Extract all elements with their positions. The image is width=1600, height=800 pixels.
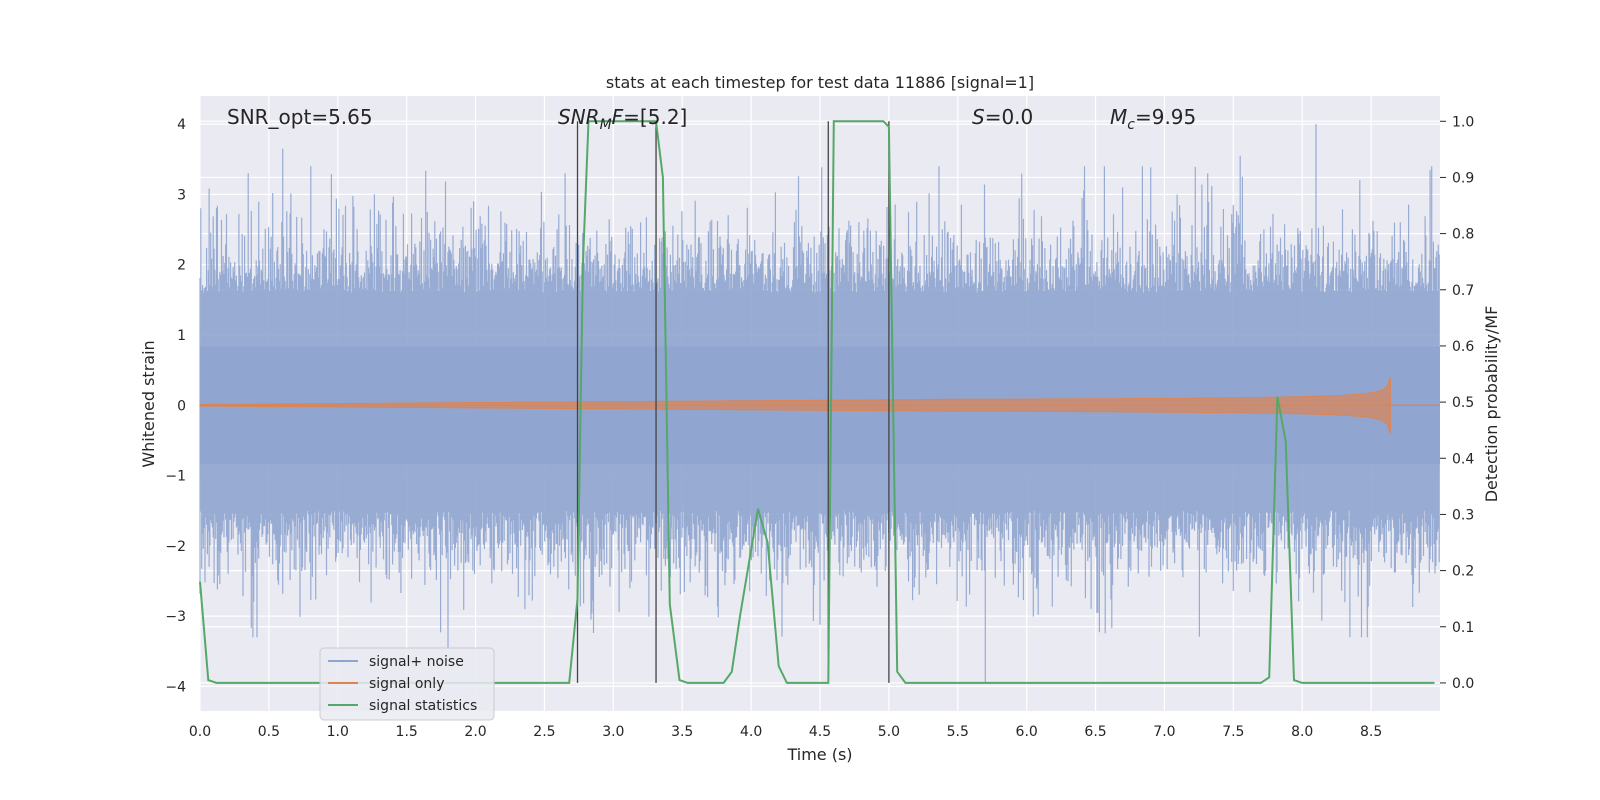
- x-tick-label: 6.5: [1084, 724, 1106, 740]
- legend: signal+ noise signal only signal statist…: [319, 647, 495, 721]
- y-tick-label: 1: [177, 328, 186, 344]
- y-tick-label: −4: [165, 679, 186, 695]
- annotation-s: S=0.0: [972, 105, 1033, 129]
- y-right-tick-label: 0.6: [1452, 339, 1474, 355]
- x-tick-label: 4.0: [740, 724, 762, 740]
- x-tick-label: 7.0: [1153, 724, 1175, 740]
- annotation-mc: Mc=9.95: [1110, 105, 1196, 133]
- y-tick-label: 0: [177, 398, 186, 414]
- legend-label-signal-only: signal only: [369, 676, 444, 692]
- statistics-line: [199, 120, 1435, 684]
- x-tick-label: 0.0: [189, 724, 211, 740]
- y-tick-label: −3: [165, 609, 186, 625]
- x-tick-label: 1.0: [327, 724, 349, 740]
- y-axis-title: Whitened strain: [139, 340, 158, 467]
- x-tick-label: 7.5: [1222, 724, 1244, 740]
- y-tick-label: 2: [177, 258, 186, 274]
- x-tick-label: 2.0: [464, 724, 486, 740]
- y-right-tick-label: 0.2: [1452, 564, 1474, 580]
- y-right-tick-label: 0.4: [1452, 451, 1474, 467]
- x-tick-label: 5.0: [878, 724, 900, 740]
- legend-label-signal-statistics: signal statistics: [369, 698, 477, 714]
- y-right-tick-label: 0.5: [1452, 395, 1474, 411]
- x-tick-label: 3.0: [602, 724, 624, 740]
- x-tick-label: 8.5: [1360, 724, 1382, 740]
- x-axis-title: Time (s): [786, 745, 852, 764]
- x-axis: 0.0 0.5 1.0 1.5 2.0 2.5 3.0 3.5 4.0 4.5 5.0 5.5 6.0 6…: [189, 724, 1382, 740]
- y-right-tick-label: 1.0: [1452, 114, 1474, 130]
- x-tick-label: 0.5: [258, 724, 280, 740]
- x-tick-label: 5.5: [947, 724, 969, 740]
- x-tick-label: 1.5: [396, 724, 418, 740]
- series-signal-statistics: [199, 120, 1435, 684]
- y-tick-label: 4: [177, 117, 186, 133]
- x-tick-label: 2.5: [533, 724, 555, 740]
- vertical-markers: [576, 121, 890, 683]
- x-tick-label: 4.5: [809, 724, 831, 740]
- y-axis-right-title: Detection probability/MF: [1482, 306, 1501, 503]
- y-right-tick-label: 0.0: [1452, 676, 1474, 692]
- chart-title: stats at each timestep for test data 118…: [606, 73, 1034, 92]
- y-right-tick-label: 0.9: [1452, 170, 1474, 186]
- x-tick-label: 6.0: [1016, 724, 1038, 740]
- y-right-tick-label: 0.1: [1452, 620, 1474, 636]
- y-tick-label: 3: [177, 187, 186, 203]
- annotation-snr-opt: SNR_opt=5.65: [227, 105, 373, 129]
- y-axis-left: 4 3 2 1 0 −1 −2 −3 −4: [165, 117, 186, 695]
- legend-label-signal-noise: signal+ noise: [369, 654, 464, 670]
- x-tick-label: 3.5: [671, 724, 693, 740]
- y-right-tick-label: 0.8: [1452, 227, 1474, 243]
- annotation-snr-mf: SNRMF=[5.2]: [558, 105, 687, 133]
- y-right-tick-label: 0.3: [1452, 507, 1474, 523]
- y-axis-right: 1.0 0.9 0.8 0.7 0.6 0.5 0.4 0.3 0.2 0.1 0.0: [1440, 114, 1474, 692]
- y-tick-label: −2: [165, 539, 186, 555]
- x-tick-label: 8.0: [1291, 724, 1313, 740]
- y-right-tick-label: 0.7: [1452, 283, 1474, 299]
- series-signal-only: [199, 376, 1440, 434]
- y-tick-label: −1: [165, 469, 186, 485]
- legend-box: [319, 647, 495, 721]
